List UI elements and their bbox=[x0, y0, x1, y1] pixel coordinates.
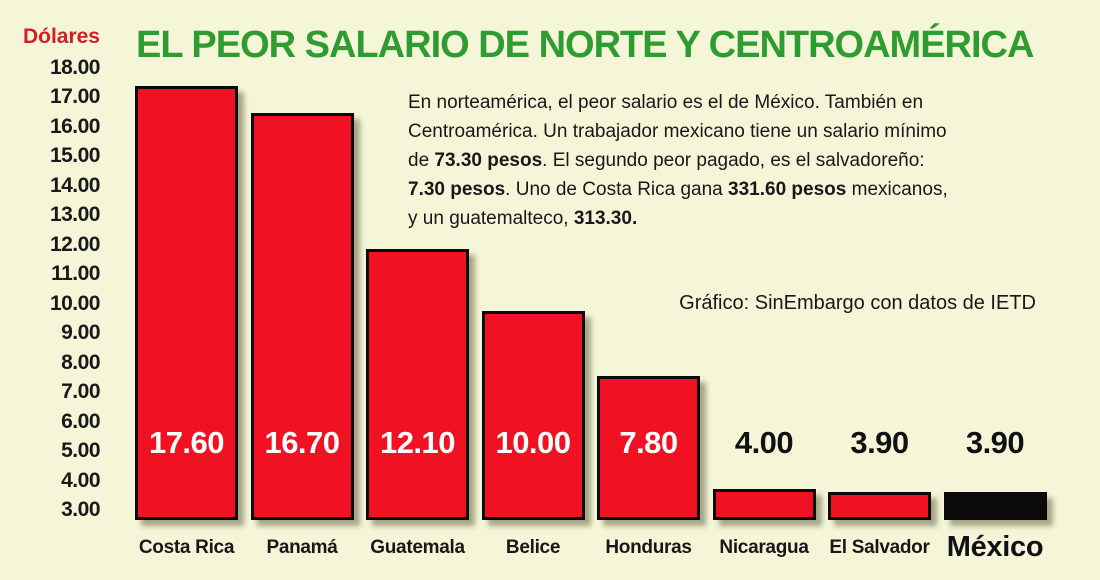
description-bold-segment: 313.30. bbox=[573, 208, 638, 229]
value-label-belice: 10.00 bbox=[495, 425, 571, 460]
chart-description: En norteamérica, el peor salario es el d… bbox=[408, 88, 1058, 233]
description-line: En norteamérica, el peor salario es el d… bbox=[408, 88, 1058, 117]
y-tick-7.00: 7.00 bbox=[61, 380, 100, 404]
description-segment: Centroamérica. Un trabajador mexicano ti… bbox=[408, 121, 947, 142]
bar-costa-rica bbox=[135, 86, 238, 520]
bar-guatemala bbox=[366, 249, 469, 520]
x-label-belice: Belice bbox=[505, 537, 561, 558]
x-label-costa-rica: Costa Rica bbox=[138, 537, 235, 558]
description-line: 7.30 pesos. Uno de Costa Rica gana 331.6… bbox=[408, 175, 1058, 204]
y-tick-6.00: 6.00 bbox=[61, 409, 100, 433]
y-tick-5.00: 5.00 bbox=[61, 439, 100, 463]
description-line: de 73.30 pesos. El segundo peor pagado, … bbox=[408, 146, 1058, 175]
value-label-guatemala: 12.10 bbox=[379, 425, 456, 460]
chart-title: EL PEOR SALARIO DE NORTE Y CENTROAMÉRICA bbox=[136, 24, 1034, 66]
value-label-honduras: 7.80 bbox=[619, 425, 678, 460]
bar-el-salvador bbox=[828, 491, 931, 520]
y-tick-8.00: 8.00 bbox=[61, 350, 100, 374]
y-tick-12.00: 12.00 bbox=[49, 232, 101, 256]
x-label-honduras: Honduras bbox=[605, 537, 692, 558]
value-label-costa-rica: 17.60 bbox=[148, 425, 225, 460]
value-label-el-salvador: 3.90 bbox=[850, 425, 909, 460]
value-label-panama: 16.70 bbox=[264, 425, 340, 460]
description-bold-segment: 73.30 pesos bbox=[434, 150, 543, 171]
description-segment: . Uno de Costa Rica gana bbox=[505, 179, 729, 200]
y-tick-17.00: 17.00 bbox=[49, 85, 101, 109]
x-label-panama: Panamá bbox=[266, 537, 338, 558]
value-label-nicaragua: 4.00 bbox=[734, 425, 794, 460]
description-line: y un guatemalteco, 313.30. bbox=[408, 204, 1058, 233]
description-segment: En norteamérica, el peor salario es el d… bbox=[408, 92, 924, 113]
y-tick-3.00: 3.00 bbox=[61, 498, 100, 522]
description-segment: mexicanos, bbox=[846, 179, 948, 200]
description-segment: . El segundo peor pagado, es el salvador… bbox=[542, 150, 925, 171]
y-tick-13.00: 13.00 bbox=[49, 203, 101, 227]
description-bold-segment: 7.30 pesos bbox=[408, 179, 506, 200]
y-tick-15.00: 15.00 bbox=[49, 144, 101, 168]
description-segment: y un guatemalteco, bbox=[408, 208, 574, 229]
y-tick-16.00: 16.00 bbox=[49, 114, 101, 138]
value-label-mexico: 3.90 bbox=[965, 425, 1025, 460]
description-line: Centroamérica. Un trabajador mexicano ti… bbox=[408, 117, 1058, 146]
y-tick-14.00: 14.00 bbox=[49, 173, 101, 197]
y-tick-11.00: 11.00 bbox=[51, 262, 100, 286]
bar-nicaragua bbox=[712, 488, 816, 520]
bar-mexico bbox=[943, 491, 1047, 520]
y-axis-unit-label: Dólares bbox=[22, 25, 100, 48]
y-tick-9.00: 9.00 bbox=[61, 321, 100, 345]
y-tick-18.00: 18.00 bbox=[49, 56, 101, 79]
y-tick-10.00: 10.00 bbox=[49, 291, 101, 315]
x-label-el-salvador: El Salvador bbox=[829, 537, 930, 558]
x-label-guatemala: Guatemala bbox=[370, 537, 465, 558]
x-label-nicaragua: Nicaragua bbox=[719, 537, 809, 558]
y-tick-4.00: 4.00 bbox=[61, 468, 100, 492]
bar-honduras bbox=[597, 376, 700, 520]
description-segment: de bbox=[408, 150, 435, 171]
source-credit: Gráfico: SinEmbargo con datos de IETD bbox=[679, 292, 1036, 314]
description-bold-segment: 331.60 pesos bbox=[728, 179, 847, 200]
bar-belice bbox=[481, 311, 585, 520]
x-label-mexico: México bbox=[946, 531, 1044, 563]
bar-panama bbox=[250, 113, 354, 520]
